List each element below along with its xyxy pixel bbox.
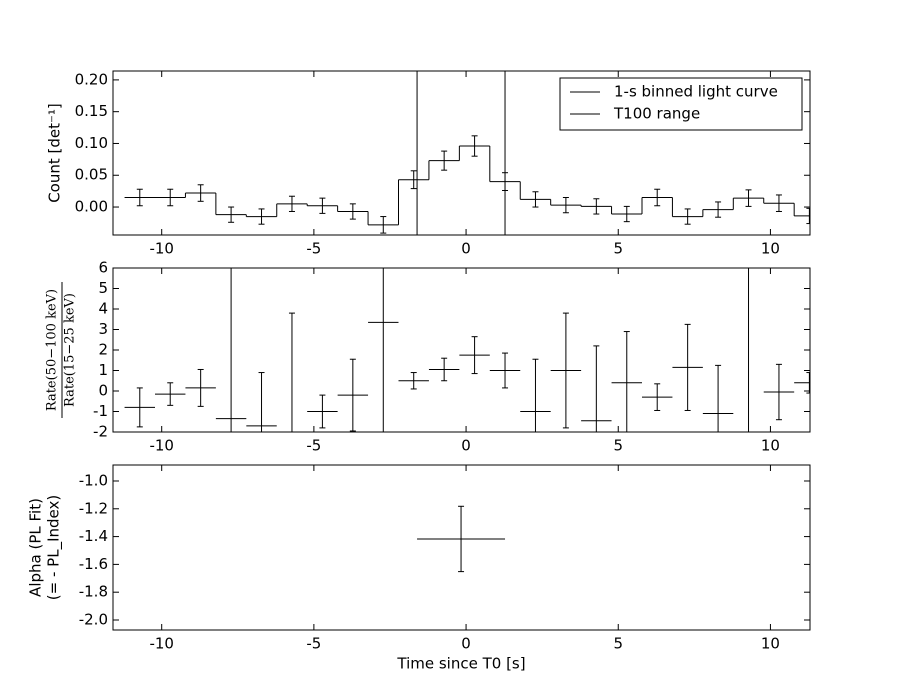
y-axis-label: (= - PL_Index) <box>45 495 64 600</box>
axes-frame <box>112 464 811 631</box>
y-axis-label: Alpha (PL Fit) <box>27 498 45 597</box>
x-tick-label: 5 <box>613 240 623 258</box>
y-tick-label: 1 <box>98 361 108 379</box>
x-tick-label: -5 <box>306 635 321 653</box>
y-tick-label: -1.4 <box>79 527 108 545</box>
y-tick-label: 5 <box>98 279 108 297</box>
y-tick-label: -1.8 <box>79 583 108 601</box>
x-tick-label: 10 <box>761 437 780 455</box>
y-tick-label: 0.20 <box>75 70 108 88</box>
x-tick-label: -10 <box>149 240 174 258</box>
y-tick-label: 6 <box>98 259 108 277</box>
legend <box>559 77 803 131</box>
axes-frame <box>112 70 811 236</box>
y-tick-label: 4 <box>98 300 108 318</box>
y-tick-label: 0.10 <box>75 134 108 152</box>
axes-frame <box>112 267 811 433</box>
plot-area <box>124 71 810 235</box>
x-tick-label: 10 <box>761 240 780 258</box>
legend-label: 1-s binned light curve <box>614 83 778 101</box>
x-tick-label: 10 <box>761 635 780 653</box>
y-axis-label: Count [det⁻¹] <box>46 103 64 203</box>
y-tick-label: 0.05 <box>75 166 108 184</box>
y-tick-label: -1.0 <box>79 471 108 489</box>
y-tick-label: 0 <box>98 382 108 400</box>
y-axis-label-numerator: Rate(50−100 keV) <box>45 289 60 411</box>
y-tick-label: 2 <box>98 341 108 359</box>
x-tick-label: -10 <box>149 437 174 455</box>
x-tick-label: 5 <box>613 437 623 455</box>
x-axis-label: Time since T0 [s] <box>396 655 525 673</box>
y-axis-label-denominator: Rate(15−25 keV) <box>63 293 78 407</box>
x-tick-label: 5 <box>613 635 623 653</box>
x-tick-label: 0 <box>461 240 471 258</box>
legend-label: T100 range <box>613 105 700 123</box>
y-tick-label: -1.2 <box>79 499 108 517</box>
x-tick-label: 0 <box>461 635 471 653</box>
plot-area <box>417 505 506 573</box>
x-tick-label: -10 <box>149 635 174 653</box>
y-tick-label: -2.0 <box>79 610 108 628</box>
y-tick-label: -1 <box>93 402 108 420</box>
y-tick-label: 0.00 <box>75 198 108 216</box>
y-tick-label: 0.15 <box>75 102 108 120</box>
y-tick-label: -2 <box>93 423 108 441</box>
plot-area <box>124 268 810 432</box>
x-tick-label: -5 <box>306 240 321 258</box>
y-tick-label: 3 <box>98 320 108 338</box>
y-tick-label: -1.6 <box>79 555 108 573</box>
x-tick-label: 0 <box>461 437 471 455</box>
x-tick-label: -5 <box>306 437 321 455</box>
